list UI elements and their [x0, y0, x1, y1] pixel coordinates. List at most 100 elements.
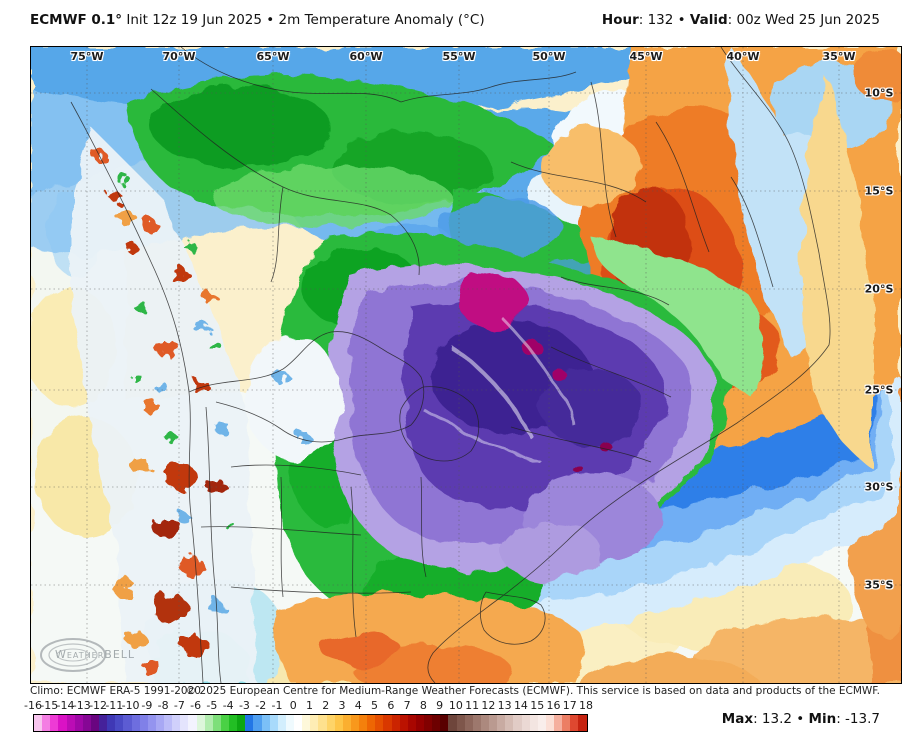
hour-value: : 132: [638, 12, 678, 28]
colorbar-cell: [375, 715, 384, 731]
climo-note: Climo: ECMWF ERA-5 1991-2020: [30, 685, 201, 697]
header-bullet: •: [677, 12, 686, 28]
colorbar-tick: -14: [56, 699, 75, 712]
colorbar-cell: [480, 715, 489, 731]
colorbar-cell: [489, 715, 498, 731]
max-label: Max: [721, 711, 754, 727]
colorbar-tick: 14: [513, 699, 528, 712]
colorbar-tick: -15: [40, 699, 59, 712]
colorbar-cell: [383, 715, 392, 731]
extreme-cold-core: [459, 273, 527, 329]
colorbar-tick: 1: [306, 699, 313, 712]
colorbar-cell: [261, 715, 270, 731]
colorbar-swatches: [33, 714, 588, 732]
colorbar-cell: [440, 715, 449, 731]
colorbar-cell: [464, 715, 473, 731]
country-borders: [70, 47, 831, 683]
copyright-note: © 2025 European Centre for Medium-Range …: [185, 685, 880, 697]
colorbar-tick: -16: [24, 699, 42, 712]
colorbar-tick: -7: [173, 699, 185, 712]
colorbar-tick: 16: [546, 699, 561, 712]
colorbar-cell: [180, 715, 189, 731]
hour-label: Hour: [601, 12, 639, 28]
colorbar-cell: [448, 715, 457, 731]
valid-time-header: Hour: 132 • Valid: 00z Wed 25 Jun 2025: [602, 11, 880, 29]
colorbar-tick: 10: [448, 699, 463, 712]
colorbar-tick: 11: [465, 699, 480, 712]
colorbar-cell: [42, 715, 51, 731]
colorbar-cell: [245, 715, 254, 731]
colorbar-cell: [318, 715, 327, 731]
colorbar-cell: [326, 715, 335, 731]
colorbar-tick: -5: [206, 699, 218, 712]
colorbar-cell: [554, 715, 563, 731]
anomaly-map-canvas: [31, 47, 901, 683]
colorbar-cell: [107, 715, 116, 731]
colorbar-cell: [570, 715, 579, 731]
colorbar-cell: [253, 715, 262, 731]
colorbar-tick: 7: [403, 699, 411, 712]
colorbar-tick: 12: [481, 699, 496, 712]
colorbar-cell: [123, 715, 132, 731]
colorbar-cell: [269, 715, 278, 731]
maxmin-bullet: •: [796, 711, 805, 727]
colorbar-tick: 9: [436, 699, 444, 712]
colorbar-cell: [115, 715, 124, 731]
colorbar-cell: [164, 715, 173, 731]
colorbar-cell: [578, 715, 587, 731]
valid-value: : 00z Wed 25 Jun 2025: [727, 12, 880, 28]
colorbar-cell: [285, 715, 294, 731]
colorbar-cell: [342, 715, 351, 731]
colorbar-cell: [399, 715, 408, 731]
colorbar-cell: [204, 715, 213, 731]
colorbar-tick: -13: [72, 699, 91, 712]
colorbar-tick: -4: [222, 699, 234, 712]
colorbar-cell: [147, 715, 156, 731]
colorbar-tick: 6: [387, 699, 395, 712]
model-name: ECMWF 0.1°: [30, 12, 123, 28]
min-label: Min: [808, 711, 837, 727]
colorbar-cell: [196, 715, 205, 731]
colorbar-cell: [155, 715, 164, 731]
colorbar-tick: 13: [497, 699, 512, 712]
colorbar-cell: [139, 715, 148, 731]
colorbar-cell: [497, 715, 506, 731]
colorbar-tick: 3: [338, 699, 346, 712]
colorbar-cell: [50, 715, 59, 731]
colorbar-cell: [513, 715, 522, 731]
colorbar-tick: -9: [141, 699, 153, 712]
max-min-readout: Max: 13.2 • Min: -13.7: [722, 711, 880, 727]
colorbar-cell: [58, 715, 67, 731]
colorbar-cell: [350, 715, 359, 731]
cold-anomaly-region: [329, 264, 715, 582]
colorbar-tick: -12: [89, 699, 108, 712]
min-value: : -13.7: [836, 711, 880, 727]
colorbar-cell: [82, 715, 91, 731]
colorbar-tick: 17: [562, 699, 577, 712]
colorbar-cell: [66, 715, 75, 731]
colorbar-cell: [334, 715, 343, 731]
colorbar-tick: 4: [354, 699, 362, 712]
colorbar-cell: [131, 715, 140, 731]
valid-label: Valid: [689, 12, 728, 28]
init-time: Init 12z 19 Jun 2025: [122, 12, 267, 28]
colorbar-cell: [277, 715, 286, 731]
colorbar-cell: [99, 715, 108, 731]
colorbar-tick: -6: [190, 699, 202, 712]
colorbar-cell: [562, 715, 571, 731]
colorbar-cell: [212, 715, 221, 731]
colorbar-tick: -10: [121, 699, 140, 712]
colorbar-cell: [74, 715, 83, 731]
colorbar-cell: [220, 715, 229, 731]
colorbar-cell: [294, 715, 303, 731]
colorbar-cell: [367, 715, 376, 731]
colorbar-cell: [172, 715, 181, 731]
max-value: : 13.2: [753, 711, 797, 727]
colorbar-cell: [391, 715, 400, 731]
colorbar-cell: [456, 715, 465, 731]
colorbar-cell: [432, 715, 441, 731]
colorbar-tick-labels: -16 -15 -14 -13 -12 -11 -10 -9 -8 -7 -6 -5 -4 -3 -2 -1 0…: [24, 699, 593, 712]
colorbar-cell: [34, 715, 43, 731]
colorbar-tick: 5: [371, 699, 379, 712]
